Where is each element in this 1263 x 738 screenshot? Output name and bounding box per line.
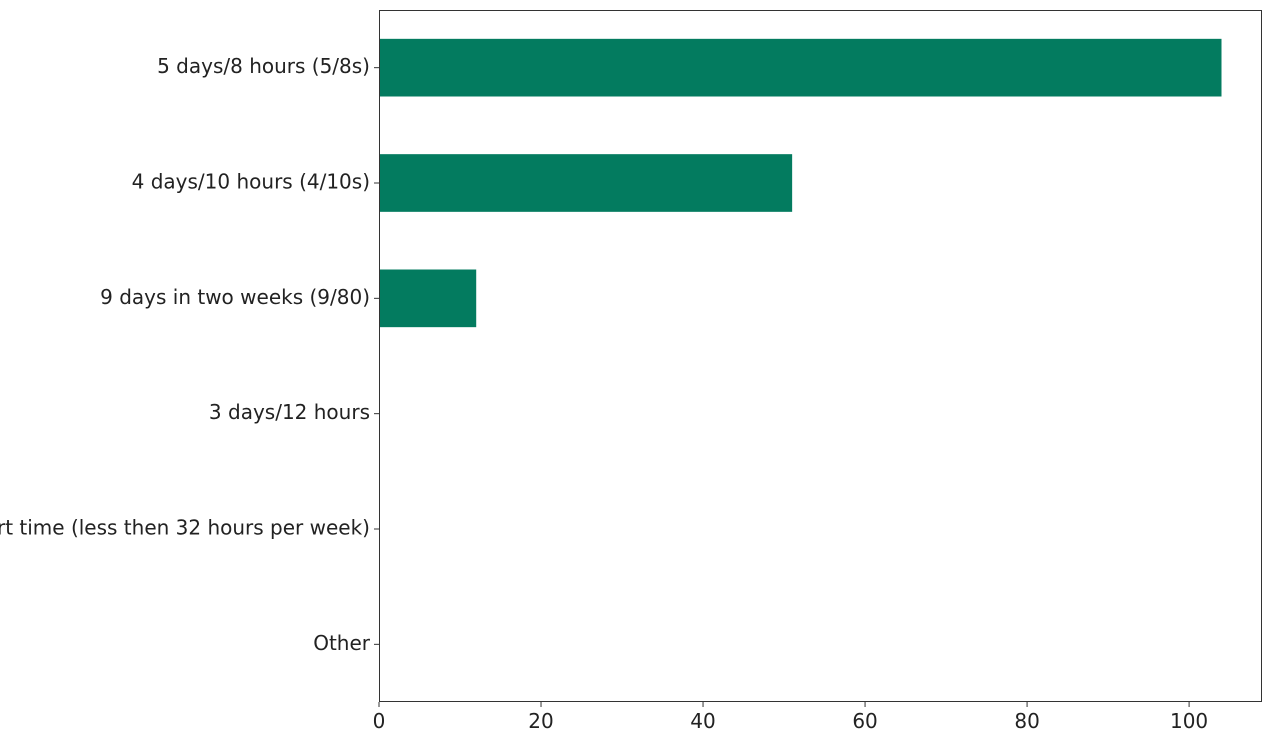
bar: [379, 154, 793, 212]
y-tick-label: Other: [313, 631, 371, 655]
x-tick-label: 60: [852, 709, 877, 733]
x-tick-label: 40: [690, 709, 715, 733]
y-tick-label: 4 days/10 hours (4/10s): [132, 170, 370, 194]
x-tick-label: 0: [373, 709, 386, 733]
y-tick-label: 9 days in two weeks (9/80): [100, 285, 370, 309]
x-axis-ticks: 0 20 40 60 80 100: [373, 702, 1208, 733]
bars-group: [379, 38, 1222, 328]
y-tick-label: 5 days/8 hours (5/8s): [157, 54, 370, 78]
bar: [379, 38, 1222, 97]
y-tick-label: Part time (less then 32 hours per week): [0, 516, 370, 540]
x-tick-label: 20: [528, 709, 553, 733]
x-tick-label: 80: [1014, 709, 1039, 733]
x-tick-label: 100: [1170, 709, 1208, 733]
y-axis-ticks: 5 days/8 hours (5/8s) 4 days/10 hours (4/…: [0, 54, 379, 655]
bar: [379, 269, 477, 328]
y-tick-label: 3 days/12 hours: [209, 400, 370, 424]
